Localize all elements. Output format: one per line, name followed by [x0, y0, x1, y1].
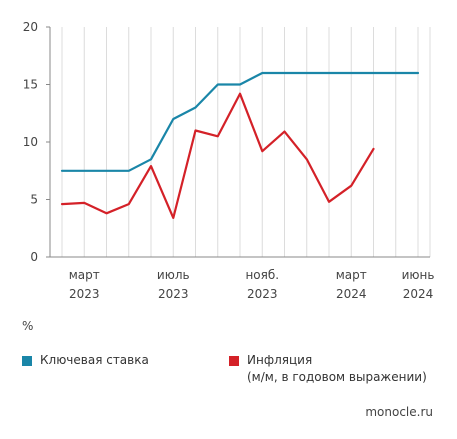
legend-inflation-label: Инфляция (м/м, в годовом выражении) — [247, 352, 427, 386]
chart-grid — [61, 27, 431, 257]
legend-key-rate-label: Ключевая ставка — [40, 353, 149, 367]
unit-label: % — [22, 319, 34, 333]
y-tick-label: 0 — [30, 250, 38, 264]
x-tick-label: март 2023 — [69, 268, 100, 301]
inflation-line — [60, 92, 375, 219]
y-tick-label: 20 — [23, 20, 38, 34]
y-axis: 0 5 10 15 20 — [23, 20, 51, 264]
x-tick-label: нояб. 2023 — [245, 268, 279, 301]
key-rate-line — [60, 71, 420, 172]
y-tick-label: 10 — [23, 135, 38, 149]
x-tick-label: июль 2023 — [157, 268, 190, 301]
legend-inflation-line1: Инфляция — [247, 353, 313, 367]
legend-inflation-swatch — [229, 356, 239, 366]
chart-series — [60, 71, 420, 219]
y-tick-label: 15 — [23, 78, 38, 92]
x-axis: март 2023 июль 2023 нояб. 2023 март 2024 июнь 202… — [50, 256, 435, 301]
source-label: monocle.ru — [365, 405, 433, 419]
legend-inflation-line2: (м/м, в годовом выражении) — [247, 370, 427, 384]
x-tick-label: март 2024 — [336, 268, 367, 301]
legend-key-rate-swatch — [22, 356, 32, 366]
x-tick-label: июнь 2024 — [402, 268, 435, 301]
y-tick-label: 5 — [30, 193, 38, 207]
